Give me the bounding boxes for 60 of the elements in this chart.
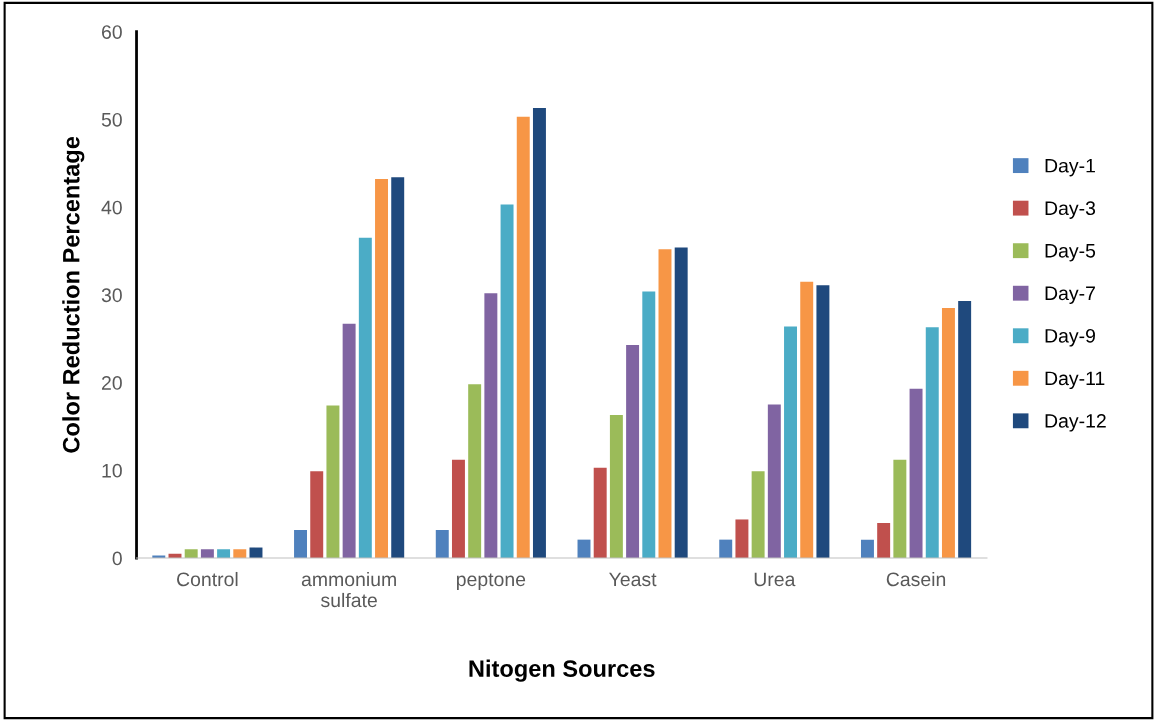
bar <box>435 529 449 559</box>
bar <box>674 247 688 559</box>
bar <box>391 177 405 559</box>
bar <box>516 116 530 559</box>
x-tick-label: Casein <box>886 571 946 587</box>
bar <box>642 291 656 559</box>
x-tick-label: Control <box>177 571 238 587</box>
x-tick-label: peptone <box>456 573 526 591</box>
bar <box>909 388 923 559</box>
x-tick-label: Urea <box>754 572 796 587</box>
bar <box>719 539 733 559</box>
bar <box>941 308 955 559</box>
bar <box>609 415 623 559</box>
y-tick-label: 0 <box>112 551 122 566</box>
x-axis-title: Nitogen Sources <box>469 659 655 682</box>
bar <box>217 549 231 559</box>
bar <box>735 519 749 559</box>
y-tick-label: 40 <box>101 200 122 215</box>
bar <box>484 293 498 559</box>
y-axis-title: Color Reduction Percentage <box>62 136 85 453</box>
y-tick-label: 20 <box>101 376 122 390</box>
bar <box>877 522 891 559</box>
legend-label: Day-5 <box>1045 244 1096 262</box>
bar <box>342 323 356 559</box>
bar <box>626 344 640 559</box>
bar <box>860 539 874 559</box>
y-tick-label: 60 <box>102 25 122 39</box>
bar <box>451 459 465 559</box>
x-tick-label: Yeast <box>609 572 657 587</box>
bar <box>375 179 388 559</box>
bar <box>658 249 672 559</box>
bar <box>958 301 972 559</box>
bar <box>184 549 198 559</box>
bar <box>500 204 514 559</box>
legend-label: Day-9 <box>1045 328 1095 347</box>
legend-label: Day-7 <box>1045 286 1095 304</box>
bar <box>784 326 797 559</box>
legend-label: Day-11 <box>1045 371 1105 390</box>
bar <box>532 108 546 559</box>
bar <box>310 471 324 559</box>
bar <box>893 459 907 559</box>
bar <box>767 404 781 559</box>
y-tick-label: 30 <box>101 288 122 303</box>
bar <box>326 405 340 559</box>
bar <box>294 529 308 559</box>
y-tick-label: 50 <box>101 112 122 127</box>
legend-label: Day-1 <box>1045 158 1095 177</box>
bar <box>925 327 939 559</box>
y-tick-label: 10 <box>102 463 122 478</box>
bar <box>593 467 607 559</box>
bar <box>800 281 814 559</box>
bar <box>816 285 830 559</box>
x-tick-label: ammonium sulfate <box>301 571 396 608</box>
bar <box>751 471 765 559</box>
bar <box>233 549 247 559</box>
bar <box>468 384 482 559</box>
bar <box>358 237 372 559</box>
legend-label: Day-12 <box>1045 414 1106 432</box>
bar <box>200 549 214 559</box>
legend-label: Day-3 <box>1045 201 1096 219</box>
